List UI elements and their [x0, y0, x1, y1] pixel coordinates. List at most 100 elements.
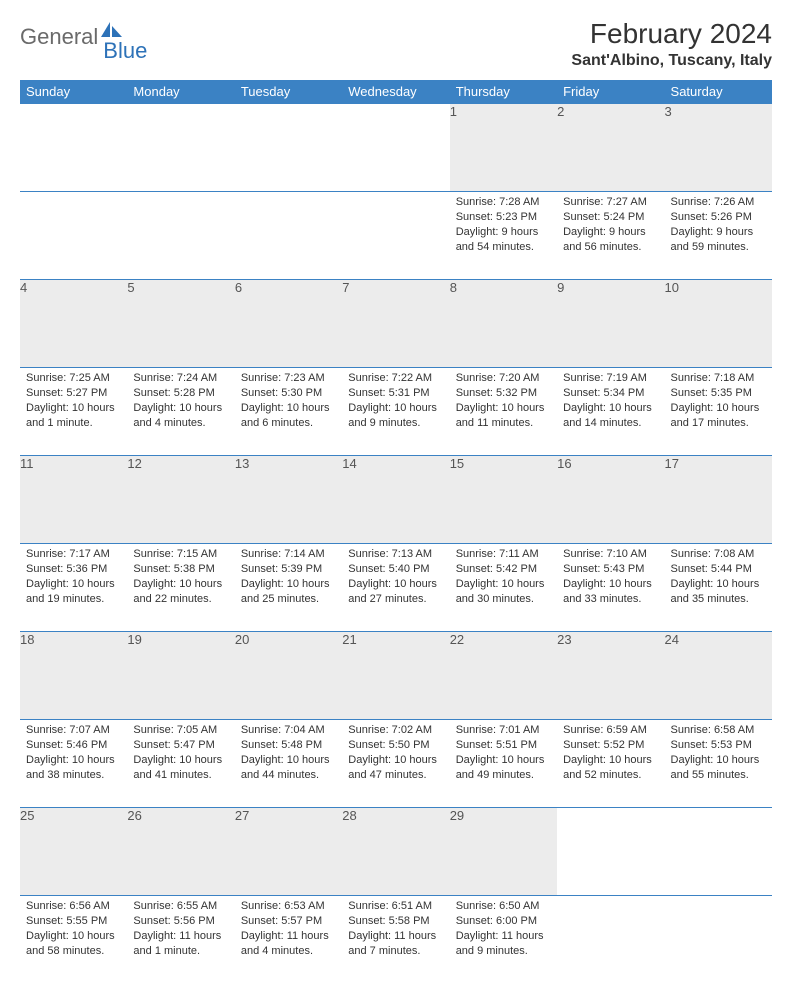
calendar-page: General Blue February 2024 Sant'Albino, … [0, 0, 792, 1002]
daylight: Daylight: 10 hours and 33 minutes. [563, 577, 658, 607]
brand-part2: Blue [103, 38, 147, 64]
sunset: Sunset: 5:32 PM [456, 386, 551, 401]
sunset: Sunset: 5:34 PM [563, 386, 658, 401]
sunrise: Sunrise: 6:58 AM [671, 723, 766, 738]
day-details: Sunrise: 7:26 AMSunset: 5:26 PMDaylight:… [665, 192, 772, 260]
week-2-daynums: 11121314151617 [20, 456, 772, 544]
sunrise: Sunrise: 7:05 AM [133, 723, 228, 738]
day-details: Sunrise: 7:15 AMSunset: 5:38 PMDaylight:… [127, 544, 234, 612]
daynum-cell [557, 808, 664, 896]
sunrise: Sunrise: 7:10 AM [563, 547, 658, 562]
day-details: Sunrise: 6:56 AMSunset: 5:55 PMDaylight:… [20, 896, 127, 964]
week-3-daynums: 18192021222324 [20, 632, 772, 720]
sunset: Sunset: 5:56 PM [133, 914, 228, 929]
dayinfo-cell: Sunrise: 6:58 AMSunset: 5:53 PMDaylight:… [665, 720, 772, 808]
sunset: Sunset: 5:46 PM [26, 738, 121, 753]
day-details: Sunrise: 7:08 AMSunset: 5:44 PMDaylight:… [665, 544, 772, 612]
sunrise: Sunrise: 7:19 AM [563, 371, 658, 386]
daylight: Daylight: 9 hours and 59 minutes. [671, 225, 766, 255]
day-details: Sunrise: 7:23 AMSunset: 5:30 PMDaylight:… [235, 368, 342, 436]
weekday-header: SundayMondayTuesdayWednesdayThursdayFrid… [20, 80, 772, 104]
day-details: Sunrise: 7:14 AMSunset: 5:39 PMDaylight:… [235, 544, 342, 612]
daynum-cell: 28 [342, 808, 449, 896]
weekday-friday: Friday [557, 80, 664, 104]
daylight: Daylight: 10 hours and 11 minutes. [456, 401, 551, 431]
dayinfo-cell: Sunrise: 7:04 AMSunset: 5:48 PMDaylight:… [235, 720, 342, 808]
brand-logo: General Blue [20, 24, 147, 50]
daynum-cell: 13 [235, 456, 342, 544]
sunrise: Sunrise: 7:22 AM [348, 371, 443, 386]
day-details: Sunrise: 7:02 AMSunset: 5:50 PMDaylight:… [342, 720, 449, 788]
daynum-cell: 29 [450, 808, 557, 896]
sunset: Sunset: 6:00 PM [456, 914, 551, 929]
sunset: Sunset: 5:42 PM [456, 562, 551, 577]
daylight: Daylight: 10 hours and 14 minutes. [563, 401, 658, 431]
daynum-cell: 19 [127, 632, 234, 720]
dayinfo-cell: Sunrise: 7:13 AMSunset: 5:40 PMDaylight:… [342, 544, 449, 632]
dayinfo-cell: Sunrise: 7:07 AMSunset: 5:46 PMDaylight:… [20, 720, 127, 808]
day-details: Sunrise: 6:58 AMSunset: 5:53 PMDaylight:… [665, 720, 772, 788]
sunrise: Sunrise: 7:01 AM [456, 723, 551, 738]
day-details: Sunrise: 7:10 AMSunset: 5:43 PMDaylight:… [557, 544, 664, 612]
daynum-cell: 6 [235, 280, 342, 368]
daylight: Daylight: 11 hours and 9 minutes. [456, 929, 551, 959]
sunrise: Sunrise: 7:04 AM [241, 723, 336, 738]
dayinfo-cell: Sunrise: 7:08 AMSunset: 5:44 PMDaylight:… [665, 544, 772, 632]
daylight: Daylight: 11 hours and 4 minutes. [241, 929, 336, 959]
sunset: Sunset: 5:53 PM [671, 738, 766, 753]
daynum-cell: 20 [235, 632, 342, 720]
day-details: Sunrise: 6:53 AMSunset: 5:57 PMDaylight:… [235, 896, 342, 964]
daynum-cell: 3 [665, 104, 772, 192]
daylight: Daylight: 10 hours and 30 minutes. [456, 577, 551, 607]
day-details: Sunrise: 7:18 AMSunset: 5:35 PMDaylight:… [665, 368, 772, 436]
daylight: Daylight: 10 hours and 19 minutes. [26, 577, 121, 607]
day-details: Sunrise: 7:11 AMSunset: 5:42 PMDaylight:… [450, 544, 557, 612]
dayinfo-cell: Sunrise: 6:59 AMSunset: 5:52 PMDaylight:… [557, 720, 664, 808]
sunrise: Sunrise: 6:59 AM [563, 723, 658, 738]
daynum-cell: 16 [557, 456, 664, 544]
sunset: Sunset: 5:24 PM [563, 210, 658, 225]
daynum-cell: 21 [342, 632, 449, 720]
daylight: Daylight: 10 hours and 58 minutes. [26, 929, 121, 959]
dayinfo-cell: Sunrise: 7:15 AMSunset: 5:38 PMDaylight:… [127, 544, 234, 632]
sunrise: Sunrise: 7:27 AM [563, 195, 658, 210]
sunrise: Sunrise: 7:15 AM [133, 547, 228, 562]
sunrise: Sunrise: 7:28 AM [456, 195, 551, 210]
dayinfo-cell: Sunrise: 7:23 AMSunset: 5:30 PMDaylight:… [235, 368, 342, 456]
daynum-cell: 27 [235, 808, 342, 896]
daynum-cell: 17 [665, 456, 772, 544]
weekday-sunday: Sunday [20, 80, 127, 104]
daynum-cell [235, 104, 342, 192]
sunset: Sunset: 5:43 PM [563, 562, 658, 577]
day-details: Sunrise: 7:20 AMSunset: 5:32 PMDaylight:… [450, 368, 557, 436]
day-details: Sunrise: 7:01 AMSunset: 5:51 PMDaylight:… [450, 720, 557, 788]
sunrise: Sunrise: 6:55 AM [133, 899, 228, 914]
sunrise: Sunrise: 6:56 AM [26, 899, 121, 914]
sunset: Sunset: 5:52 PM [563, 738, 658, 753]
sunrise: Sunrise: 7:02 AM [348, 723, 443, 738]
sunset: Sunset: 5:38 PM [133, 562, 228, 577]
weekday-saturday: Saturday [665, 80, 772, 104]
sunset: Sunset: 5:48 PM [241, 738, 336, 753]
sunset: Sunset: 5:28 PM [133, 386, 228, 401]
sunset: Sunset: 5:40 PM [348, 562, 443, 577]
daynum-cell: 9 [557, 280, 664, 368]
dayinfo-cell: Sunrise: 7:14 AMSunset: 5:39 PMDaylight:… [235, 544, 342, 632]
dayinfo-cell: Sunrise: 7:26 AMSunset: 5:26 PMDaylight:… [665, 192, 772, 280]
daylight: Daylight: 10 hours and 49 minutes. [456, 753, 551, 783]
sunset: Sunset: 5:51 PM [456, 738, 551, 753]
dayinfo-cell: Sunrise: 6:51 AMSunset: 5:58 PMDaylight:… [342, 896, 449, 984]
day-details: Sunrise: 7:22 AMSunset: 5:31 PMDaylight:… [342, 368, 449, 436]
daylight: Daylight: 10 hours and 25 minutes. [241, 577, 336, 607]
title-block: February 2024 Sant'Albino, Tuscany, Ital… [571, 18, 772, 70]
sunrise: Sunrise: 7:07 AM [26, 723, 121, 738]
header: General Blue February 2024 Sant'Albino, … [20, 18, 772, 70]
daylight: Daylight: 10 hours and 35 minutes. [671, 577, 766, 607]
daylight: Daylight: 10 hours and 22 minutes. [133, 577, 228, 607]
daynum-cell: 4 [20, 280, 127, 368]
page-title: February 2024 [571, 18, 772, 50]
dayinfo-cell [127, 192, 234, 280]
week-0-daynums: 123 [20, 104, 772, 192]
day-details: Sunrise: 7:19 AMSunset: 5:34 PMDaylight:… [557, 368, 664, 436]
daynum-cell [665, 808, 772, 896]
